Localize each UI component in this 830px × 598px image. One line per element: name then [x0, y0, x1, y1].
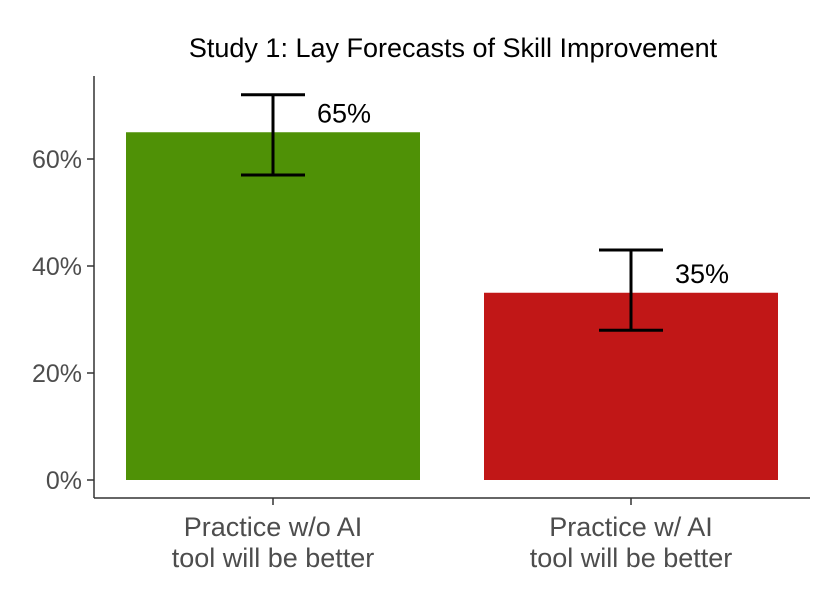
x-tick-label: Practice w/o AI	[184, 512, 363, 542]
bar	[126, 132, 420, 480]
x-tick-label: tool will be better	[172, 543, 375, 573]
y-tick-label: 20%	[32, 360, 82, 388]
y-tick-label: 60%	[32, 146, 82, 174]
y-tick-label: 0%	[46, 467, 82, 495]
x-tick-label: Practice w/ AI	[549, 512, 713, 542]
data-label: 35%	[675, 259, 729, 289]
y-tick-label: 40%	[32, 253, 82, 281]
chart-title: Study 1: Lay Forecasts of Skill Improvem…	[189, 33, 718, 63]
x-tick-label: tool will be better	[530, 543, 733, 573]
data-label: 65%	[317, 98, 371, 128]
